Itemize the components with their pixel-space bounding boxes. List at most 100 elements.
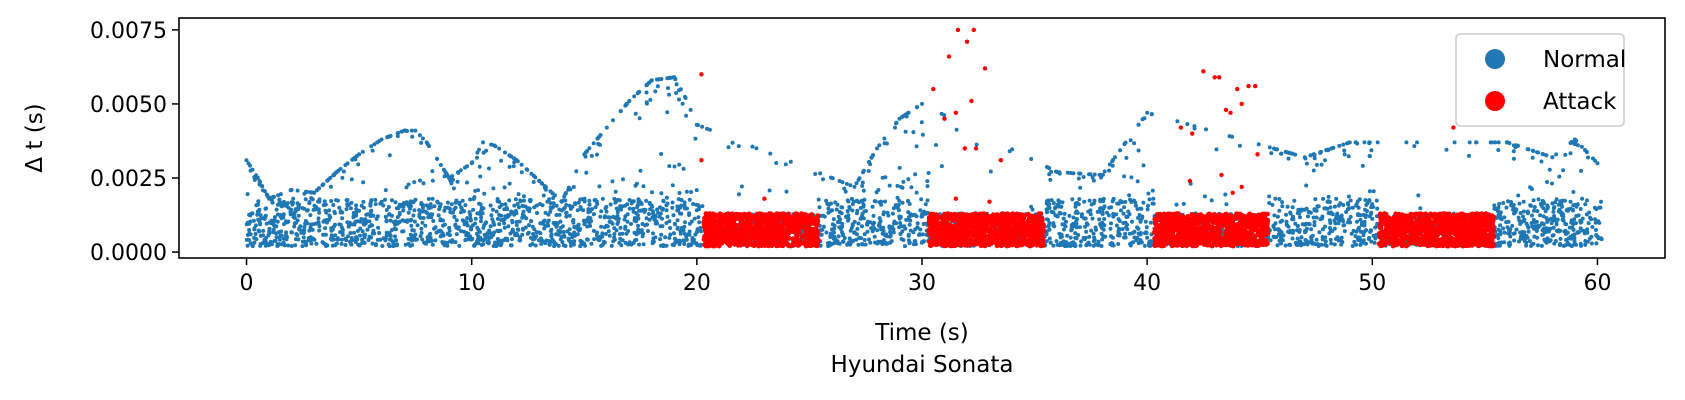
normal-point: [314, 241, 319, 246]
normal-point: [1501, 201, 1506, 205]
normal-point: [1518, 211, 1523, 215]
normal-point: [667, 219, 672, 224]
normal-point: [348, 231, 353, 235]
normal-point: [883, 199, 887, 204]
normal-point: [289, 230, 294, 235]
normal-point: [358, 233, 362, 238]
normal-point: [1071, 224, 1076, 229]
attack-point: [811, 230, 816, 236]
normal-point: [631, 206, 636, 211]
normal-point: [543, 210, 548, 215]
normal-point: [1518, 222, 1523, 226]
normal-point: [1278, 233, 1283, 238]
normal-point: [737, 192, 741, 197]
normal-point: [872, 234, 877, 239]
normal-point: [856, 221, 861, 226]
normal-point: [674, 91, 679, 95]
normal-point: [1320, 227, 1325, 232]
normal-point: [1568, 151, 1573, 156]
normal-point: [851, 199, 856, 204]
normal-point: [1512, 238, 1517, 243]
normal-point: [392, 243, 397, 248]
normal-point: [373, 243, 378, 248]
normal-point: [1554, 152, 1559, 157]
normal-point: [567, 227, 572, 232]
normal-point: [1537, 223, 1542, 228]
normal-point: [411, 213, 416, 218]
normal-point: [1557, 174, 1562, 179]
normal-point: [850, 222, 855, 227]
normal-point: [1538, 213, 1543, 218]
normal-point: [451, 186, 456, 191]
normal-point: [1508, 234, 1513, 239]
normal-point: [1557, 207, 1562, 212]
attack-point: [752, 214, 757, 219]
normal-point: [378, 201, 383, 206]
normal-point: [591, 141, 596, 146]
normal-point: [1555, 217, 1560, 222]
normal-point: [1357, 225, 1361, 230]
normal-point: [255, 176, 260, 180]
normal-point: [857, 235, 862, 240]
normal-point: [847, 206, 852, 211]
normal-point: [627, 198, 632, 202]
normal-point: [1065, 170, 1070, 175]
normal-point: [593, 205, 598, 210]
normal-point: [1327, 218, 1332, 223]
normal-point: [1564, 222, 1569, 227]
normal-point: [939, 164, 944, 169]
normal-point: [672, 75, 677, 80]
normal-point: [394, 220, 399, 225]
normal-point: [1146, 203, 1150, 208]
normal-point: [1299, 243, 1303, 248]
normal-point: [893, 125, 897, 130]
normal-point: [603, 214, 608, 219]
normal-point: [1122, 235, 1127, 240]
normal-point: [1550, 181, 1554, 186]
normal-point: [516, 205, 521, 210]
normal-point: [1269, 151, 1274, 156]
normal-point: [1354, 242, 1359, 247]
attack-point: [707, 211, 712, 217]
attack-point: [764, 221, 770, 227]
normal-point: [891, 206, 896, 211]
attack-series: [699, 27, 1497, 249]
normal-point: [1286, 156, 1291, 161]
normal-point: [293, 243, 298, 248]
normal-point: [863, 242, 868, 247]
normal-point: [367, 219, 372, 224]
normal-point: [631, 241, 636, 245]
normal-point: [873, 199, 878, 204]
normal-point: [1087, 172, 1091, 177]
normal-point: [420, 220, 425, 225]
normal-point: [1356, 212, 1360, 217]
normal-point: [902, 224, 907, 229]
normal-point: [921, 239, 926, 244]
normal-point: [913, 172, 918, 177]
normal-point: [1067, 242, 1072, 247]
attack-point: [735, 236, 741, 242]
normal-point: [1530, 148, 1535, 153]
normal-point: [659, 232, 664, 237]
normal-point: [1342, 223, 1347, 228]
normal-point: [869, 226, 874, 231]
normal-point: [323, 208, 328, 213]
normal-point: [615, 197, 620, 202]
normal-point: [595, 152, 599, 157]
attack-point: [792, 223, 798, 229]
normal-point: [619, 207, 623, 212]
normal-point: [622, 217, 627, 222]
normal-point: [783, 162, 788, 167]
normal-point: [1579, 144, 1584, 149]
normal-point: [1055, 170, 1060, 175]
normal-point: [881, 225, 886, 230]
normal-point: [1128, 138, 1133, 143]
normal-point: [284, 219, 289, 224]
normal-point: [460, 198, 465, 203]
normal-point: [345, 203, 350, 208]
normal-point: [521, 209, 526, 214]
normal-point: [1541, 206, 1546, 211]
normal-point: [1046, 165, 1051, 170]
normal-point: [541, 219, 546, 224]
